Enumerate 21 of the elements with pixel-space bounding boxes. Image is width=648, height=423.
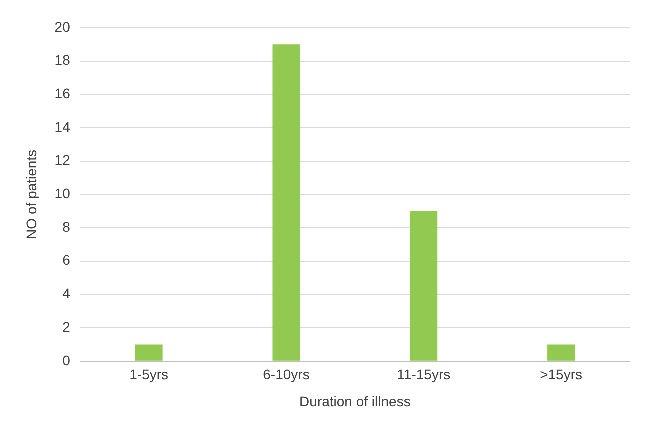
x-tick-label: 1-5yrs (130, 366, 169, 383)
y-tick-label: 2 (62, 318, 71, 335)
y-tick-label: 6 (62, 252, 71, 268)
y-tick-label: 14 (54, 118, 71, 135)
bar (548, 344, 576, 361)
y-tick-label: 10 (54, 186, 71, 202)
bar (135, 344, 163, 361)
bar (410, 211, 438, 361)
x-tick-label: 11-15yrs (397, 366, 451, 383)
y-tick-label: 0 (62, 352, 71, 368)
x-tick-label: 6-10yrs (263, 366, 310, 383)
bar (272, 44, 300, 361)
x-axis-title: Duration of illness (300, 393, 411, 410)
y-tick-label: 12 (54, 152, 71, 168)
y-tick-label: 18 (54, 52, 71, 68)
y-axis-title: NO of patients (23, 150, 40, 240)
x-tick-label: >15yrs (540, 366, 583, 383)
y-tick-label: 20 (54, 18, 71, 35)
y-tick-label: 16 (54, 86, 71, 102)
y-tick-label: 8 (62, 218, 71, 235)
y-tick-label: 4 (62, 286, 71, 302)
